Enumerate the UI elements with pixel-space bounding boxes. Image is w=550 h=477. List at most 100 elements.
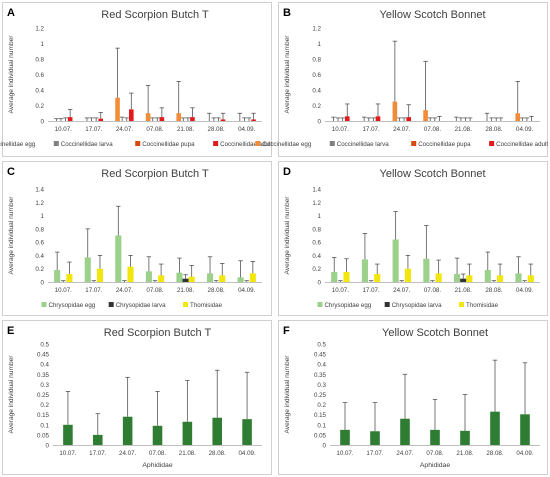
bar-chrysopidae-egg <box>484 270 491 282</box>
legend-label: Thomisidae <box>466 302 499 309</box>
bar-thomisidae <box>527 275 534 282</box>
chart-title: Red Scorpion Butch T <box>101 168 209 180</box>
legend-swatch-thomisidae <box>183 302 189 307</box>
bar-coccinellidae-egg <box>423 110 428 121</box>
panel-d: D Yellow Scotch Bonnet 0 0.2 0.4 0.6 0.8 1 1.2 1.… <box>278 161 548 316</box>
chart-title: Red Scorpion Butch T <box>101 9 209 21</box>
y-tick-label: 0.15 <box>37 412 50 419</box>
y-axis-label: Average individual number <box>284 196 291 275</box>
legend-swatch-coccinellidae-larva <box>329 141 335 146</box>
panel-letter: D <box>283 166 291 178</box>
bar-thomisidae <box>96 268 104 282</box>
bar-chrysopidae-larva <box>460 278 467 282</box>
y-tick-label: 0.15 <box>314 412 327 419</box>
y-tick-label: 0.6 <box>35 72 44 79</box>
y-tick-label: 1 <box>318 41 322 48</box>
panel-e: E Red Scorpion Butch T 0 0.05 0.1 0.15 0.2 0.25… <box>2 320 272 475</box>
legend-swatch-coccinellidae-pupa <box>135 141 141 146</box>
panel-f: F Yellow Scotch Bonnet 0 0.05 0.1 0.15 0.2 0.25… <box>278 320 548 475</box>
y-tick-label: 1.2 <box>312 200 321 207</box>
bar-coccinellidae-adult <box>344 116 350 121</box>
x-tick-label: 17.07. <box>85 287 102 294</box>
legend-label: Chrysopidae larva <box>116 302 166 309</box>
bar-aphididae <box>63 424 73 445</box>
panel-frame <box>278 2 548 157</box>
panel-letter: C <box>7 166 15 178</box>
legend-label: Coccinellidae pupa <box>418 141 471 148</box>
y-tick-label: 0.45 <box>37 352 50 359</box>
x-tick-label: 04.09. <box>516 450 533 457</box>
x-axis-label: Aphididae <box>420 462 450 469</box>
y-tick-label: 1.2 <box>312 26 321 33</box>
legend-label: Coccinellidae egg <box>0 141 36 148</box>
legend-swatch-coccinellidae-adult <box>489 141 495 146</box>
y-tick-label: 0.6 <box>312 240 321 247</box>
legend-swatch-coccinellidae-pupa <box>411 141 417 146</box>
panel-frame <box>278 161 548 316</box>
y-tick-label: 1.2 <box>35 200 44 207</box>
bar-thomisidae <box>404 268 411 282</box>
y-tick-label: 1 <box>41 213 45 220</box>
x-tick-label: 21.08. <box>179 450 196 457</box>
y-axis-label: Average individual number <box>8 196 15 275</box>
y-tick-label: 0.1 <box>40 422 49 429</box>
x-tick-label: 10.07. <box>55 126 72 133</box>
bar-coccinellidae-egg <box>176 113 181 121</box>
bar-chrysopidae-egg <box>237 277 244 282</box>
legend-swatch-coccinellidae-egg <box>255 141 261 146</box>
x-tick-label: 21.08. <box>177 126 194 133</box>
y-tick-label: 1.4 <box>35 187 44 194</box>
bar-thomisidae <box>343 272 350 282</box>
legend-swatch-thomisidae <box>459 302 465 307</box>
x-tick-label: 28.08. <box>208 126 225 133</box>
y-tick-label: 0.5 <box>40 342 49 349</box>
bar-thomisidae <box>127 266 134 282</box>
bar-thomisidae <box>66 274 73 282</box>
legend-label: Coccinellidae adult <box>220 141 272 148</box>
bar-aphididae <box>212 417 222 445</box>
bar-coccinellidae-adult <box>159 117 165 121</box>
bar-aphididae <box>152 425 163 445</box>
y-tick-label: 0 <box>323 443 327 450</box>
x-tick-label: 17.07. <box>362 287 379 294</box>
bar-aphididae <box>122 416 133 445</box>
bar-thomisidae <box>249 273 256 282</box>
y-tick-label: 0.25 <box>37 392 50 399</box>
x-tick-label: 04.09. <box>238 450 255 457</box>
bar-aphididae <box>400 418 410 445</box>
bar-thomisidae <box>158 275 165 282</box>
y-tick-label: 0.2 <box>312 103 321 110</box>
bar-thomisidae <box>466 275 473 282</box>
y-tick-label: 0.35 <box>37 372 50 379</box>
bar-chrysopidae-egg <box>84 257 91 282</box>
legend-swatch-chrysopidae-larva <box>108 302 114 307</box>
y-tick-label: 0.8 <box>35 226 44 233</box>
x-tick-label: 24.07. <box>393 126 410 133</box>
bar-aphididae <box>430 429 440 445</box>
chart-title: Yellow Scotch Bonnet <box>380 9 486 21</box>
y-tick-label: 0.45 <box>314 352 327 359</box>
y-tick-label: 1 <box>318 213 322 220</box>
x-tick-label: 24.07. <box>119 450 136 457</box>
y-tick-label: 0.6 <box>35 240 44 247</box>
y-tick-label: 0.4 <box>40 362 49 369</box>
bar-coccinellidae-egg <box>115 97 120 121</box>
bar-aphididae <box>520 414 530 445</box>
y-tick-label: 1.4 <box>312 187 321 194</box>
x-tick-label: 10.07. <box>332 126 349 133</box>
bar-chrysopidae-egg <box>206 273 214 282</box>
legend-label: Coccinellidae egg <box>262 141 311 148</box>
x-tick-label: 28.08. <box>485 126 502 133</box>
bar-coccinellidae-egg <box>515 113 521 121</box>
bar-thomisidae <box>497 275 504 282</box>
x-tick-label: 21.08. <box>456 450 473 457</box>
panel-frame <box>2 161 272 316</box>
y-tick-label: 1.2 <box>35 26 44 33</box>
y-tick-label: 0.2 <box>40 402 49 409</box>
bar-chrysopidae-egg <box>454 274 461 282</box>
y-tick-label: 0 <box>318 119 322 126</box>
x-tick-label: 17.07. <box>362 126 379 133</box>
y-tick-label: 0.8 <box>312 57 321 64</box>
x-tick-label: 24.07. <box>396 450 413 457</box>
bar-coccinellidae-adult <box>67 117 73 121</box>
